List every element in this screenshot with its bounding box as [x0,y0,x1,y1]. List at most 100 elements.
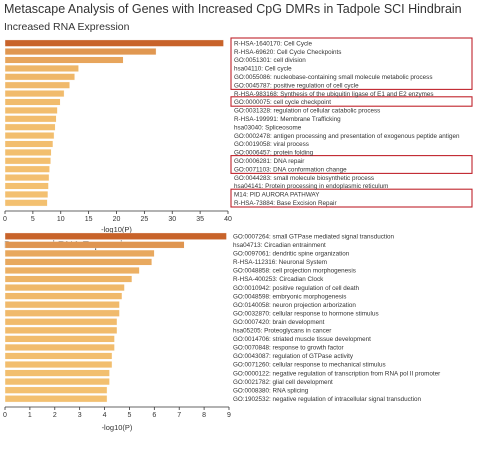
decreased-term-label: GO:0140058: neuron projection arborizati… [233,302,356,309]
increased-term-label: R-HSA-1640170: Cell Cycle [234,40,313,47]
increased-x-tick-label: 35 [196,216,204,223]
decreased-bar [4,386,108,394]
increased-x-tick-label: 0 [3,216,7,223]
increased-x-tick-label: 10 [57,216,65,223]
increased-bar [4,115,57,123]
decreased-bar [4,284,125,292]
increased-term-label: GO:0031328: regulation of cellular catab… [234,108,380,115]
increased-bar [4,182,49,190]
decreased-term-label: GO:0048858: cell projection morphogenesi… [233,268,356,275]
increased-highlight-box [230,188,473,208]
decreased-bar [4,232,227,240]
decreased-bar [4,301,120,309]
increased-bar [4,132,55,140]
increased-bar [4,98,61,106]
decreased-term-label: GO:0048598: embryonic morphogenesis [233,293,346,300]
increased-x-tick-label: 40 [224,216,232,223]
decreased-bar [4,318,118,326]
increased-term-label: GO:0006457: protein folding [234,150,314,157]
increased-x-tick-label: 20 [113,216,121,223]
decreased-term-label: R-HSA-400253: Circadian Clock [233,276,324,283]
decreased-bar [4,369,110,377]
increased-x-tick-label: 30 [168,216,176,223]
decreased-x-tick-label: 3 [78,412,82,419]
increased-x-tick-label: 25 [140,216,148,223]
decreased-term-label: GO:0010942: positive regulation of cell … [233,285,360,292]
increased-bar [4,90,65,98]
decreased-term-label: GO:0032870: cellular response to hormone… [233,310,379,317]
increased-bar [4,73,75,81]
increased-term-label: GO:0051301: cell division [234,57,306,64]
increased-highlight-box [230,155,473,174]
decreased-term-label: hsa04713: Circadian entrainment [233,242,326,249]
decreased-x-tick-label: 4 [103,412,107,419]
decreased-bar [4,275,133,283]
page-title: Metascape Analysis of Genes with Increas… [4,2,462,16]
increased-term-label: GO:0019058: viral process [234,141,309,148]
decreased-term-label: GO:0071260: cellular response to mechani… [233,362,386,369]
increased-term-label: hsa03040: Spliceosome [234,124,302,131]
decreased-bar [4,258,153,266]
decreased-x-axis-label: -log10(P) [102,423,133,432]
decreased-x-tick-label: 7 [177,412,181,419]
decreased-bar [4,326,118,334]
increased-highlight-box [230,96,473,107]
increased-bar [4,190,49,198]
increased-term-label: R-HSA-73884: Base Excision Repair [234,200,337,207]
decreased-x-tick-label: 5 [127,412,131,419]
increased-bar [4,148,52,156]
decreased-x-tick-label: 1 [28,412,32,419]
increased-bar [4,199,48,207]
decreased-term-label: GO:0097061: dendritic spine organization [233,251,350,258]
decreased-term-label: GO:0007264: small GTPase mediated signal… [233,233,395,240]
increased-term-label: hsa04141: Protein processing in endoplas… [234,183,388,190]
increased-term-label: hsa04110: Cell cycle [234,66,292,73]
increased-panel-title: Increased RNA Expression [4,21,130,33]
increased-term-label: GO:0000075: cell cycle checkpoint [234,99,331,106]
increased-bar [4,123,56,131]
increased-highlight-box [230,37,473,90]
increased-term-label: GO:0006281: DNA repair [234,158,304,165]
increased-term-label: GO:0044283: small molecule biosynthetic … [234,175,374,182]
decreased-bar [4,241,185,249]
decreased-term-label: GO:0007420: brain development [233,319,325,326]
decreased-bar [4,335,115,343]
increased-x-tick-label: 5 [31,216,35,223]
increased-term-label: R-HSA-199991: Membrane Trafficking [234,116,341,123]
increased-bar [4,174,50,182]
increased-term-label: GO:0002478: antigen processing and prese… [234,133,460,140]
increased-term-label: M14: PID AURORA PATHWAY [234,192,320,199]
increased-term-label: GO:0045787: positive regulation of cell … [234,82,359,89]
decreased-x-tick-label: 0 [3,412,7,419]
increased-bar [4,39,224,47]
increased-term-label: GO:0055086: nucleobase-containing small … [234,74,432,81]
increased-term-label: R-HSA-69620: Cell Cycle Checkpoints [234,49,341,56]
decreased-x-tick-label: 8 [202,412,206,419]
increased-bar [4,48,157,56]
increased-bar [4,140,54,148]
decreased-term-label: GO:0008380: RNA splicing [233,387,309,394]
decreased-term-label: hsa05205: Proteoglycans in cancer [233,328,331,335]
decreased-bar [4,343,115,351]
decreased-bar [4,395,108,403]
decreased-term-label: R-HSA-112316: Neuronal System [233,259,327,266]
increased-x-axis-label: -log10(P) [101,225,132,234]
decreased-x-tick-label: 2 [53,412,57,419]
increased-x-tick-label: 15 [85,216,93,223]
increased-bar [4,56,124,64]
increased-bar [4,157,51,165]
decreased-term-label: GO:0000122: negative regulation of trans… [233,370,440,377]
decreased-term-label: GO:0021782: glial cell development [233,379,333,386]
decreased-term-label: GO:1902532: negative regulation of intra… [233,396,421,403]
decreased-term-label: GO:0014706: striated muscle tissue devel… [233,336,371,343]
decreased-x-tick-label: 6 [152,412,156,419]
decreased-bar [4,360,113,369]
decreased-term-label: GO:0043087: regulation of GTPase activit… [233,353,354,360]
increased-bar [4,64,79,72]
increased-term-label: R-HSA-983168: Synthesis of the ubiquitin… [234,91,434,98]
decreased-x-tick-label: 9 [227,412,231,419]
increased-bar [4,106,58,114]
decreased-bar [4,292,123,300]
decreased-term-label: GO:0070848: response to growth factor [233,345,344,352]
